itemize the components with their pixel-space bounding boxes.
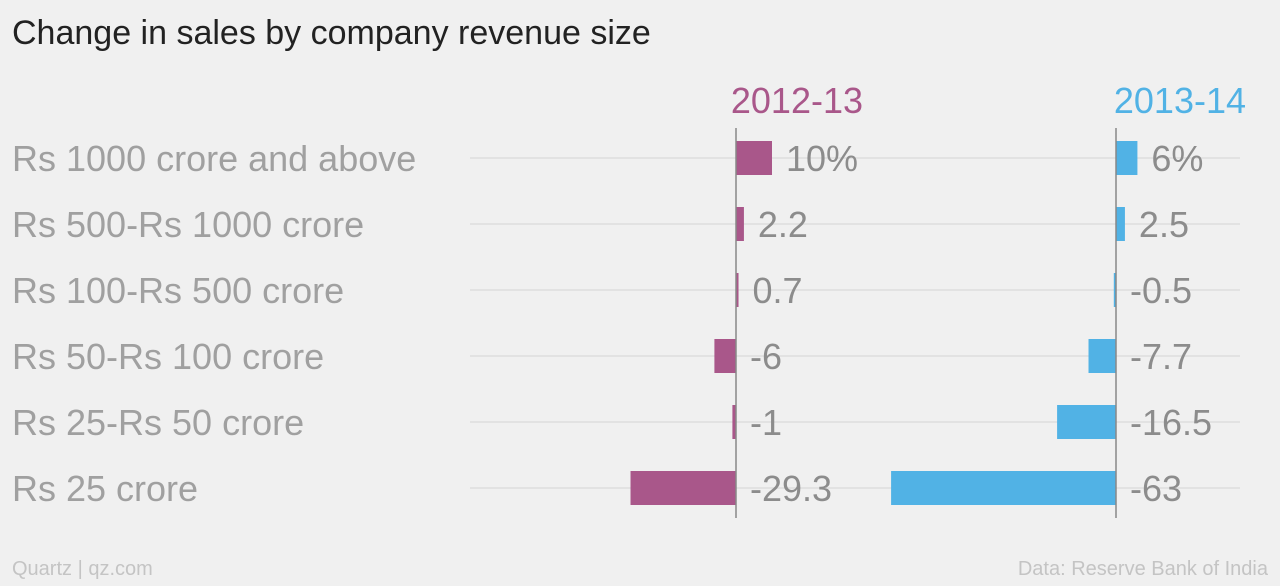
series-header: 2012-13	[731, 80, 863, 121]
bar	[1088, 339, 1116, 373]
bar	[736, 141, 772, 175]
category-label: Rs 25-Rs 50 crore	[12, 402, 304, 443]
bar	[736, 273, 739, 307]
bar	[714, 339, 736, 373]
value-label: 0.7	[753, 270, 803, 311]
bar	[1113, 273, 1116, 307]
category-label: Rs 50-Rs 100 crore	[12, 336, 324, 377]
value-label: 2.2	[758, 204, 808, 245]
value-label: -1	[750, 402, 782, 443]
value-label: -29.3	[750, 468, 832, 509]
category-labels: Rs 1000 crore and above Rs 500-Rs 1000 cr…	[12, 138, 416, 509]
value-label: 10%	[786, 138, 858, 179]
bars	[630, 141, 1138, 505]
value-labels: 10% 2.2 0.7 -6 -1 -29.3 6% 2.5 -0.5 -7.7 -16.5 -63	[750, 138, 1212, 509]
category-label: Rs 500-Rs 1000 crore	[12, 204, 364, 245]
bar	[630, 471, 736, 505]
bar	[736, 207, 744, 241]
bar	[891, 471, 1116, 505]
category-label: Rs 25 crore	[12, 468, 198, 509]
footer-source: Data: Reserve Bank of India	[1017, 558, 1268, 580]
value-label: -6	[750, 336, 782, 377]
chart-title: Change in sales by company revenue size	[12, 14, 651, 52]
category-label: Rs 100-Rs 500 crore	[12, 270, 344, 311]
bar	[1116, 141, 1138, 175]
value-label: 2.5	[1139, 204, 1189, 245]
value-label: -7.7	[1130, 336, 1192, 377]
series-header: 2013-14	[1114, 80, 1246, 121]
category-label: Rs 1000 crore and above	[12, 138, 416, 179]
value-label: -0.5	[1130, 270, 1192, 311]
value-label: -63	[1130, 468, 1182, 509]
series-headers: 2012-13 2013-14	[731, 80, 1246, 121]
value-label: -16.5	[1130, 402, 1212, 443]
bar	[1057, 405, 1116, 439]
footer-credit: Quartz | qz.com	[12, 558, 153, 580]
bar	[1116, 207, 1125, 241]
value-label: 6%	[1151, 138, 1203, 179]
zero-axes	[735, 128, 1117, 518]
bar	[732, 405, 736, 439]
